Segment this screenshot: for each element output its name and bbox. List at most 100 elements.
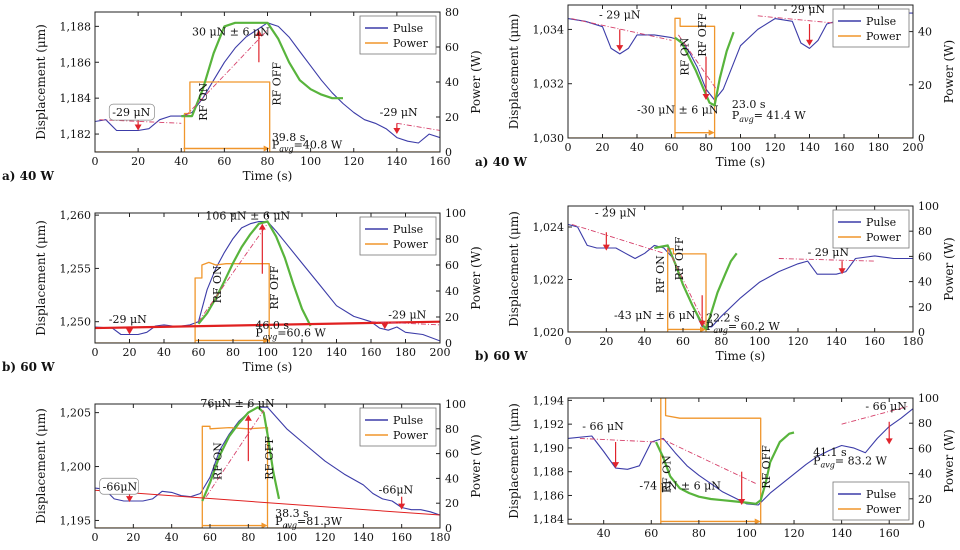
annotation-text: 76μN ± 6 μN xyxy=(200,397,275,410)
annotation-text: 39.8 s xyxy=(272,131,306,144)
y2-axis-label: Power (W) xyxy=(942,429,956,492)
legend-label-power: Power xyxy=(393,238,429,251)
annotation-text: 46.0 s xyxy=(255,319,289,332)
x-tick-label: 60 xyxy=(644,527,658,540)
rf-label: RF OFF xyxy=(696,13,709,57)
y2-axis-label: Power (W) xyxy=(469,434,483,497)
x-tick-label: 0 xyxy=(565,335,572,348)
y-tick-label: 1,184 xyxy=(533,513,565,526)
y2-tick-label: 0 xyxy=(445,337,452,350)
y2-tick-label: 20 xyxy=(445,311,459,324)
x-tick-label: 40 xyxy=(174,155,188,168)
y-tick-label: 1,186 xyxy=(533,489,565,502)
force-arrowhead xyxy=(602,244,610,251)
annotation-text: -66μN xyxy=(103,480,138,493)
y-tick-label: 1,032 xyxy=(533,78,565,91)
y-tick-label: 1,260 xyxy=(60,209,92,222)
x-tick-label: 100 xyxy=(276,531,297,544)
y2-tick-label: 60 xyxy=(445,259,459,272)
force-arrowhead xyxy=(738,498,746,505)
force-arrowhead xyxy=(244,414,252,421)
x-tick-label: 140 xyxy=(386,155,407,168)
x-tick-label: 180 xyxy=(395,346,416,359)
x-tick-label: 160 xyxy=(430,155,451,168)
force-arrowhead xyxy=(126,328,133,335)
dashdot-fit-line xyxy=(370,321,440,326)
x-tick-label: 140 xyxy=(826,335,847,348)
y2-tick-label: 20 xyxy=(445,497,459,510)
x-tick-label: 0 xyxy=(92,346,99,359)
chart-panel-right-b: 0 20 40 60 80 100 120 140 160 180 1,020 1,022 1,024 0… xyxy=(475,200,956,363)
legend: Pulse Power xyxy=(832,8,910,48)
y-axis-label: Displacement (μm) xyxy=(34,220,48,336)
rf-label: RF OFF xyxy=(673,236,686,280)
x-tick-label: 100 xyxy=(736,527,757,540)
legend-label-power: Power xyxy=(866,30,902,43)
x-tick-label: 120 xyxy=(765,141,786,154)
y-tick-label: 1,255 xyxy=(60,262,92,275)
dashdot-fit-line xyxy=(757,15,845,25)
rf-label: RF ON xyxy=(211,265,224,303)
x-tick-label: 160 xyxy=(879,527,900,540)
annotation-text: - 29 μN xyxy=(808,246,850,259)
series-power-line xyxy=(568,17,913,138)
dashdot-fit-line xyxy=(205,410,265,497)
rf-interval-arrowhead xyxy=(700,326,706,332)
legend-label-pulse: Pulse xyxy=(866,216,896,229)
y-tick-label: 1,020 xyxy=(533,326,565,339)
plot-area xyxy=(95,220,440,343)
annotation-text: -29 μN xyxy=(112,106,150,119)
legend-box xyxy=(359,407,437,447)
y-tick-label: 1,192 xyxy=(533,418,565,431)
x-axis-label: Time (s) xyxy=(243,360,293,374)
x-tick-label: 180 xyxy=(430,531,451,544)
x-tick-label: 60 xyxy=(203,531,217,544)
annotation-text: -74 μN ± 6 μN xyxy=(639,480,721,493)
x-tick-label: 120 xyxy=(292,346,313,359)
y2-axis-label: Power (W) xyxy=(942,237,956,300)
annotation-text: - 29 μN xyxy=(595,207,637,220)
y2-tick-label: 0 xyxy=(918,326,925,339)
force-arrowhead xyxy=(393,128,401,135)
force-arrowhead xyxy=(702,94,710,100)
y2-axis-label: Power (W) xyxy=(469,50,483,113)
rf-interval-arrowhead xyxy=(261,522,268,528)
y2-tick-label: 80 xyxy=(918,417,932,430)
plot-area xyxy=(95,21,440,152)
x-tick-label: 40 xyxy=(597,527,611,540)
x-tick-label: 180 xyxy=(868,141,889,154)
y2-tick-label: 60 xyxy=(918,250,932,263)
dashdot-fit-line xyxy=(660,438,757,484)
x-tick-label: 120 xyxy=(788,335,809,348)
x-tick-label: 100 xyxy=(300,155,321,168)
force-arrowhead xyxy=(398,503,406,510)
annotation-text: -66μN xyxy=(379,483,414,496)
y2-tick-label: 20 xyxy=(918,493,932,506)
legend: Pulse Power xyxy=(359,216,437,256)
series-pulse-line xyxy=(95,220,440,342)
trend-line xyxy=(95,320,440,330)
legend-label-pulse: Pulse xyxy=(866,488,896,501)
rf-interval-arrowhead xyxy=(754,518,761,524)
x-tick-label: 80 xyxy=(241,531,255,544)
chart-panel-left-c: 0 20 40 60 80 100 120 140 160 180 1,195 1,200 1,205 0… xyxy=(34,397,483,544)
rf-label: RF ON xyxy=(212,442,225,480)
y-axis-label: Displacement (μm) xyxy=(34,408,48,524)
y2-tick-label: 60 xyxy=(918,442,932,455)
y2-axis-label: Power (W) xyxy=(469,246,483,309)
x-tick-label: 60 xyxy=(676,335,690,348)
x-tick-label: 180 xyxy=(903,335,924,348)
annotation-text: Pavg= 60.2 W xyxy=(706,320,781,335)
rf-label: RF OFF xyxy=(268,265,281,309)
y2-tick-label: 100 xyxy=(918,200,939,213)
series-fit-line xyxy=(655,431,795,505)
force-arrowhead xyxy=(698,320,706,327)
legend-label-power: Power xyxy=(393,37,429,50)
chart-panel-left-b: 0 20 40 60 80 100 120 140 160 180 2001,2501,2551,2… xyxy=(2,207,483,374)
x-tick-label: 60 xyxy=(217,155,231,168)
y2-tick-label: 40 xyxy=(918,276,932,289)
y-tick-label: 1,190 xyxy=(533,442,565,455)
y-axis-label: Displacement (μm) xyxy=(34,24,48,140)
annotation-text: - 66 μN xyxy=(582,420,624,433)
